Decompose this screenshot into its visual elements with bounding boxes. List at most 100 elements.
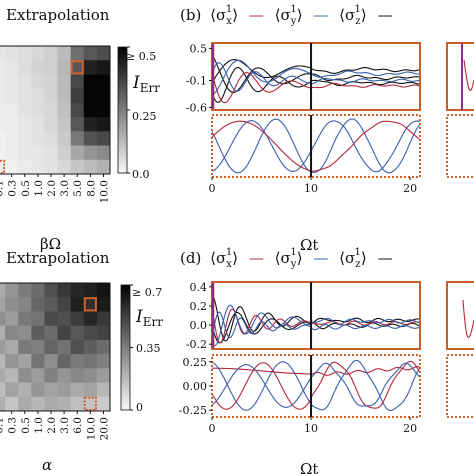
heatmap-cell	[70, 354, 85, 369]
x-tick-label: 0.3	[7, 180, 19, 197]
heatmap-cell	[31, 102, 45, 118]
heatmap-cell	[96, 60, 111, 75]
colorbar-step	[118, 62, 127, 67]
heatmap-cell	[31, 131, 45, 147]
heatmap-cell	[5, 382, 19, 398]
heatmap-cell	[57, 339, 72, 355]
colorbar-step	[121, 397, 130, 402]
colorbar-step	[121, 391, 130, 395]
colorbar-step	[121, 372, 130, 377]
heatmap-cell	[83, 102, 98, 118]
heatmap-cell	[70, 325, 85, 341]
heatmap-cell	[83, 354, 98, 369]
series-line	[211, 360, 421, 410]
heatmap-cell	[0, 60, 6, 75]
colorbar-step	[121, 375, 130, 380]
heatmap-cell	[18, 339, 32, 355]
colorbar-step	[118, 122, 127, 127]
colorbar-step	[121, 338, 130, 342]
heatmap-cell	[5, 311, 19, 327]
heatmap-cell	[83, 339, 98, 355]
colorbar-a-tick-min: 0.0	[132, 168, 150, 181]
colorbar-step	[121, 328, 130, 333]
heatmap-a-grid	[0, 46, 111, 175]
panel-b-upper-plot: 0.5 -0.1 -0.6	[186, 42, 421, 114]
colorbar-step	[121, 325, 130, 330]
heatmap-cell	[83, 396, 98, 412]
colorbar-step	[118, 116, 127, 120]
heatmap-cell	[0, 283, 6, 298]
panel-b: (b) ⟨σx1⟩ — ⟨σy1⟩ — ⟨σz1⟩ — 0.5-0.1-0.6 …	[180, 4, 421, 254]
colorbar-step	[121, 400, 130, 405]
heatmap-cell	[70, 117, 85, 132]
x-tick-label: 10	[304, 422, 318, 435]
heatmap-cell	[44, 382, 59, 398]
x-tick-label: 0	[209, 182, 216, 195]
colorbar-step	[121, 394, 130, 398]
heatmap-cell	[18, 131, 32, 147]
y-tick-label: 0.0	[190, 319, 208, 332]
heatmap-cell	[18, 74, 32, 90]
colorbar-step	[121, 406, 130, 411]
x-tick-label: 0.1	[0, 417, 6, 434]
colorbar-step	[121, 360, 130, 364]
heatmap-cell	[44, 339, 59, 355]
colorbar-step	[121, 297, 130, 302]
heatmap-cell	[5, 159, 19, 175]
colorbar-step	[118, 128, 127, 133]
heatmap-cell	[96, 283, 111, 298]
x-tick-label: 0.1	[0, 180, 6, 197]
heatmap-cell	[83, 88, 98, 104]
heatmap-cell	[31, 117, 45, 132]
colorbar-step	[118, 50, 127, 54]
colorbar-step	[118, 75, 127, 79]
heatmap-cell	[83, 297, 98, 312]
heatmap-cell	[31, 354, 45, 369]
colorbar-step	[121, 285, 130, 289]
series-line	[211, 311, 421, 339]
series-line	[211, 359, 421, 411]
heatmap-cell	[5, 325, 19, 341]
y-tick-label: 0.4	[190, 281, 208, 294]
heatmap-cell	[31, 283, 45, 298]
heatmap-cell	[83, 159, 98, 175]
heatmap-cell	[5, 74, 19, 90]
panel-d-lower-plot: 0.25 0.00 -0.25	[179, 354, 421, 418]
panel-right-cropped	[446, 42, 474, 418]
colorbar-step	[121, 310, 130, 314]
cropped-lower-frame	[446, 354, 474, 418]
heatmap-cell	[0, 339, 6, 355]
heatmap-cell	[57, 283, 72, 298]
heatmap-cell	[5, 297, 19, 312]
x-tick-label: 3.0	[59, 417, 71, 434]
heatmap-cell	[31, 311, 45, 327]
heatmap-marker-solid	[70, 60, 84, 75]
colorbar-step	[118, 163, 127, 168]
series-line	[211, 294, 421, 342]
heatmap-cell	[44, 88, 59, 104]
colorbar-step	[118, 144, 127, 149]
panel-a-title: Extrapolation	[6, 6, 110, 24]
heatmap-cell	[57, 311, 72, 327]
heatmap-cell	[18, 368, 32, 384]
heatmap-cell	[96, 102, 111, 118]
heatmap-cell	[70, 339, 85, 355]
heatmap-cell	[18, 382, 32, 398]
heatmap-cell	[96, 46, 111, 61]
heatmap-cell	[57, 396, 72, 412]
heatmap-cell	[70, 297, 85, 312]
heatmap-cell	[5, 60, 19, 75]
colorbar-step	[121, 369, 130, 373]
x-tick-label: 0.3	[7, 417, 19, 434]
heatmap-cell	[5, 117, 19, 132]
heatmap-cell	[0, 74, 6, 90]
x-tick-label: 20	[403, 422, 417, 435]
heatmap-cell	[18, 102, 32, 118]
series-line	[211, 59, 421, 96]
heatmap-cell	[57, 325, 72, 341]
heatmap-cell	[44, 46, 59, 61]
colorbar-step	[118, 47, 127, 51]
colorbar-step	[118, 119, 127, 124]
heatmap-cell	[57, 117, 72, 132]
colorbar-step	[118, 138, 127, 142]
